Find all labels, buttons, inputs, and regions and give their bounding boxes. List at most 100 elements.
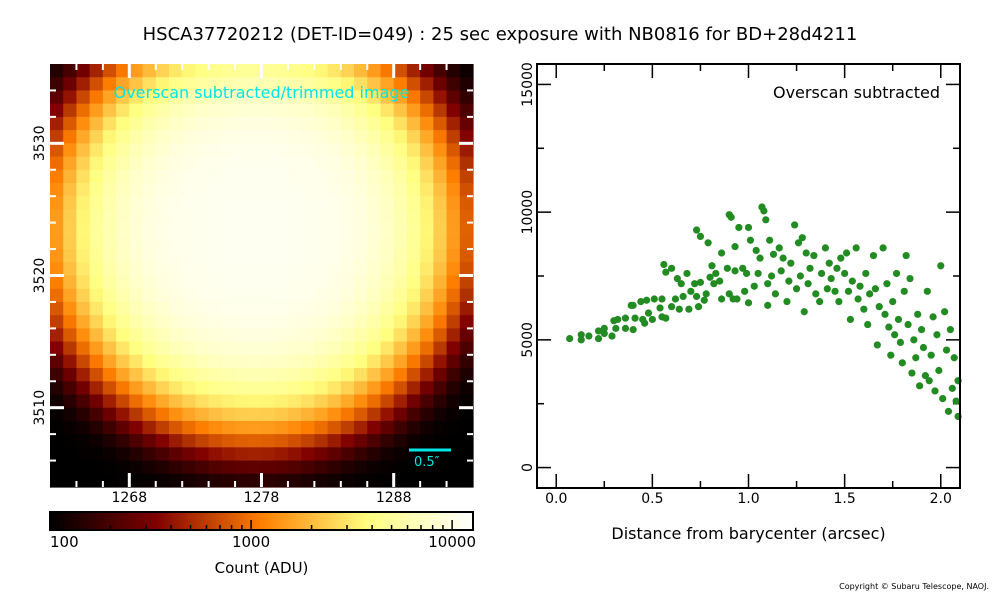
colorbar-segment	[97, 512, 99, 530]
colorbar-segment	[200, 512, 202, 530]
colorbar-segment	[239, 512, 241, 530]
heatmap-cell	[367, 249, 382, 263]
colorbar-segment	[359, 512, 361, 530]
heatmap-cell	[116, 90, 130, 105]
colorbar-segment	[154, 512, 156, 530]
heatmap-cell	[274, 394, 289, 409]
heatmap-cell	[116, 143, 130, 158]
heatmap-cell	[142, 354, 157, 369]
colorbar-segment	[138, 512, 140, 530]
heatmap-cell	[248, 473, 263, 488]
heatmap-cell	[274, 169, 289, 184]
heatmap-cell	[393, 143, 408, 158]
colorbar-segment	[335, 512, 337, 530]
scatter-point	[621, 324, 630, 332]
heatmap-cell	[314, 420, 329, 435]
heatmap-cell	[50, 315, 64, 329]
scatter-xlabel: Distance from barycenter (arcsec)	[611, 524, 886, 543]
colorbar-segment	[191, 512, 193, 530]
colorbar-segment	[329, 512, 331, 530]
colorbar-segment	[367, 512, 369, 530]
colorbar-segment	[337, 512, 339, 530]
heatmap-cell	[354, 235, 368, 250]
heatmap-cell	[142, 103, 157, 118]
colorbar-segment	[92, 512, 94, 530]
colorbar-segment	[438, 512, 440, 530]
colorbar-segment	[278, 512, 280, 530]
heatmap-cell	[195, 235, 210, 250]
heatmap-cell	[221, 77, 236, 92]
colorbar-segment	[65, 512, 67, 530]
heatmap-cell	[354, 182, 368, 197]
heatmap-cell	[314, 196, 329, 211]
heatmap-cell	[261, 156, 276, 171]
scatter-point	[825, 259, 833, 267]
heatmap-cell	[314, 156, 329, 171]
heatmap-cell	[63, 473, 78, 488]
heatmap-cell	[182, 130, 197, 144]
heatmap-cell	[129, 394, 144, 409]
colorbar-segment	[427, 512, 429, 530]
heatmap-cell	[129, 328, 144, 343]
heatmap-cell	[89, 301, 104, 316]
heatmap-cell	[208, 196, 223, 211]
colorbar-segment	[205, 512, 207, 530]
heatmap-cell	[221, 447, 236, 462]
heatmap-cell	[76, 394, 91, 409]
heatmap-cell	[116, 354, 130, 369]
heatmap-cell	[182, 434, 197, 448]
colorbar-segment	[77, 512, 79, 530]
colorbar-segment	[249, 512, 251, 530]
colorbar-segment	[264, 512, 266, 530]
heatmap-cell	[168, 420, 183, 435]
heatmap-cell	[420, 407, 434, 422]
heatmap-cell	[129, 130, 144, 144]
heatmap-cell	[433, 288, 448, 303]
scatter-point	[883, 280, 891, 288]
heatmap-cell	[433, 209, 448, 224]
heatmap-cell	[393, 64, 408, 78]
scatter-point	[658, 295, 666, 303]
colorbar-segment	[360, 512, 362, 530]
colorbar-segment	[350, 512, 352, 530]
heatmap-cell	[393, 315, 408, 329]
heatmap-cell	[459, 64, 474, 78]
colorbar-segment	[442, 512, 444, 530]
scatter-point	[921, 372, 929, 380]
heatmap-cell	[168, 143, 183, 158]
colorbar-segment	[72, 512, 74, 530]
heatmap-cell	[433, 315, 448, 329]
colorbar-segment	[386, 512, 388, 530]
heatmap-cell	[354, 301, 368, 316]
heatmap-cell	[50, 460, 64, 475]
colorbar-segment	[320, 512, 322, 530]
scatter-point	[621, 314, 630, 322]
heatmap-cell	[287, 90, 302, 105]
colorbar-segment	[91, 512, 93, 530]
heatmap-cell	[182, 235, 197, 250]
heatmap-cell	[380, 434, 395, 448]
heatmap-cell	[459, 315, 474, 329]
heatmap-cell	[354, 315, 368, 329]
heatmap-cell	[393, 90, 408, 105]
heatmap-cell	[155, 77, 170, 92]
heatmap-cell	[354, 473, 368, 488]
colorbar-segment	[370, 512, 372, 530]
heatmap-cell	[393, 368, 408, 382]
heatmap-cell	[446, 368, 461, 382]
heatmap-cell	[274, 182, 289, 197]
scatter-point	[812, 290, 820, 298]
colorbar-segment	[261, 512, 263, 530]
heatmap-cell	[182, 394, 197, 409]
heatmap-cell	[420, 64, 434, 78]
colorbar-segment	[299, 512, 301, 530]
heatmap-cell	[274, 420, 289, 435]
heatmap-cell	[89, 354, 104, 369]
heatmap-cell	[182, 368, 197, 382]
heatmap-cell	[459, 407, 474, 422]
heatmap-cell	[261, 447, 276, 462]
heatmap-cell	[116, 209, 130, 224]
colorbar-segment	[469, 512, 471, 530]
colorbar-segment	[371, 512, 373, 530]
